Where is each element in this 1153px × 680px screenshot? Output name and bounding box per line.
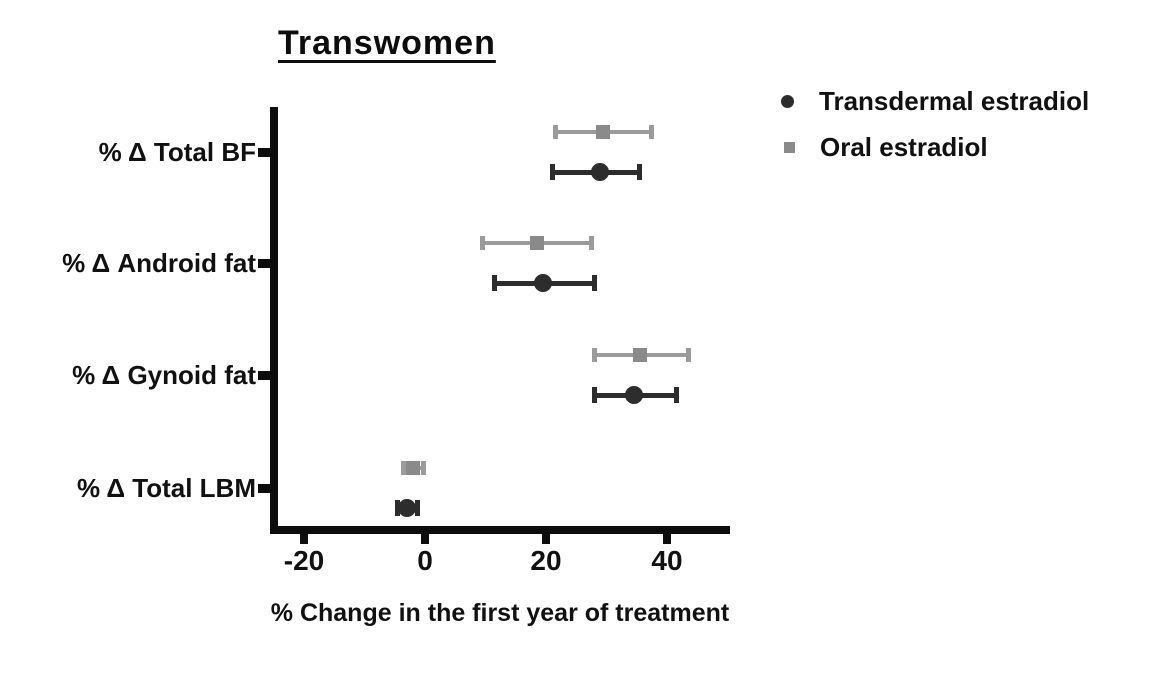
- category-label-gynoid-fat: % Δ Gynoid fat: [72, 360, 256, 390]
- x-tick-label: 20: [530, 545, 562, 576]
- data-point-circle: [624, 386, 643, 404]
- data-point-circle: [533, 274, 552, 292]
- legend: Transdermal estradiol Oral estradiol: [781, 86, 1089, 178]
- x-axis-line: [270, 526, 730, 534]
- category-label-total-bf: % Δ Total BF: [98, 137, 256, 167]
- data-point-square: [405, 461, 420, 475]
- x-tick-label: 0: [417, 545, 433, 576]
- category-label-android-fat: % Δ Android fat: [62, 248, 256, 278]
- error-bar-cap: [591, 275, 597, 291]
- error-bar-cap: [649, 125, 655, 139]
- y-tick: [258, 483, 270, 493]
- error-bar-cap: [492, 275, 498, 291]
- x-tick-label: -20: [283, 545, 325, 576]
- legend-item-oral: Oral estradiol: [781, 132, 1089, 162]
- error-bar-cap: [394, 500, 400, 516]
- error-bar-cap: [588, 236, 594, 250]
- error-bar-cap: [637, 164, 643, 180]
- legend-item-transdermal: Transdermal estradiol: [781, 86, 1089, 116]
- chart-title: Transwomen: [278, 24, 496, 62]
- error-bar-cap: [549, 164, 555, 180]
- data-point-square: [596, 125, 611, 139]
- data-point-square: [632, 348, 647, 362]
- y-axis-line: [270, 107, 278, 534]
- error-bar-cap: [591, 348, 597, 362]
- x-axis-title: % Change in the first year of treatment: [270, 599, 730, 627]
- error-bar-cap: [673, 387, 679, 403]
- x-tick: [300, 534, 308, 544]
- error-bar-cap: [685, 348, 691, 362]
- data-point-square: [529, 236, 544, 250]
- legend-label: Transdermal estradiol: [819, 85, 1090, 116]
- x-tick: [542, 534, 550, 544]
- x-tick-label: 40: [651, 545, 683, 576]
- y-tick: [258, 147, 270, 157]
- error-bar-cap: [552, 125, 558, 139]
- error-bar-cap: [415, 500, 421, 516]
- circle-marker-icon: [781, 94, 794, 108]
- category-label-total-lbm: % Δ Total LBM: [76, 473, 256, 503]
- error-bar-cap: [420, 461, 426, 475]
- square-marker-icon: [784, 141, 795, 153]
- legend-label: Oral estradiol: [820, 131, 988, 162]
- y-tick: [258, 258, 270, 268]
- x-tick: [421, 534, 429, 544]
- y-tick: [258, 370, 270, 380]
- data-point-circle: [397, 499, 416, 517]
- x-tick: [663, 534, 671, 544]
- error-bar-cap: [400, 461, 406, 475]
- error-bar-cap: [591, 387, 597, 403]
- data-point-circle: [591, 163, 610, 181]
- error-bar-cap: [479, 236, 485, 250]
